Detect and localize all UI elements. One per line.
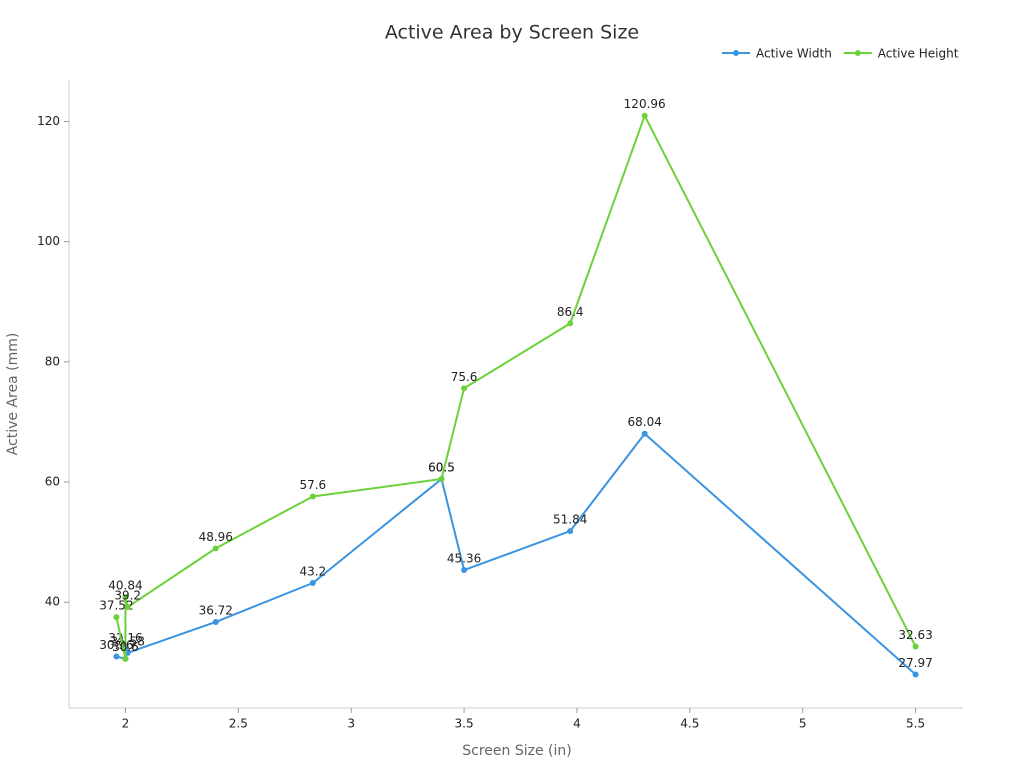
data-label: 86.4 xyxy=(557,305,584,319)
data-label: 39.2 xyxy=(114,589,141,603)
x-tick-label: 4.5 xyxy=(680,717,699,731)
x-tick-label: 2.5 xyxy=(229,717,248,731)
data-label: 68.04 xyxy=(628,415,662,429)
data-label: 48.96 xyxy=(199,530,233,544)
x-axis-label: Screen Size (in) xyxy=(462,743,571,759)
chart-title: Active Area by Screen Size xyxy=(385,22,639,44)
y-tick-label: 100 xyxy=(37,234,60,248)
y-tick-label: 40 xyxy=(45,595,60,609)
y-tick-label: 120 xyxy=(37,114,60,128)
data-label: 30.6 xyxy=(112,640,139,654)
legend-marker xyxy=(733,50,739,56)
data-point xyxy=(641,112,648,119)
y-tick-label: 60 xyxy=(45,475,60,489)
x-tick-label: 5 xyxy=(799,717,807,731)
data-point xyxy=(122,655,129,662)
data-label: 32.63 xyxy=(898,628,932,642)
series-line xyxy=(115,114,917,660)
data-point xyxy=(309,580,316,587)
legend-item: Active Width xyxy=(722,47,832,61)
data-label: 31.58 xyxy=(111,634,145,648)
data-label: 37.52 xyxy=(99,599,133,613)
legend-marker xyxy=(854,50,861,56)
data-point xyxy=(212,545,219,552)
data-label: 40.84 xyxy=(108,579,142,593)
y-axis-label: Active Area (mm) xyxy=(5,333,21,456)
data-label: 75.6 xyxy=(451,370,478,384)
legend-item: Active Height xyxy=(843,47,959,61)
data-label: 120.96 xyxy=(624,97,666,111)
data-point xyxy=(641,430,648,437)
data-label: 45.36 xyxy=(447,552,481,566)
data-point xyxy=(912,643,919,650)
data-label: 36.72 xyxy=(199,603,233,617)
data-point xyxy=(309,493,316,500)
y-tick-label: 80 xyxy=(45,354,60,368)
legend-label: Active Height xyxy=(878,47,959,61)
data-point xyxy=(567,320,574,327)
data-point xyxy=(122,594,129,601)
data-label: 57.6 xyxy=(299,478,326,492)
legend-label: Active Width xyxy=(756,47,832,61)
data-label: 60.5 xyxy=(428,461,455,475)
data-label: 27.97 xyxy=(898,656,932,670)
x-tick-label: 5.5 xyxy=(906,717,925,731)
data-label: 51.84 xyxy=(553,513,587,527)
data-point xyxy=(461,385,468,392)
x-tick-label: 4 xyxy=(573,717,581,731)
data-label: 60.5 xyxy=(428,461,455,475)
x-tick-label: 3 xyxy=(347,717,355,731)
data-point xyxy=(113,614,120,621)
data-point xyxy=(438,476,445,483)
data-point xyxy=(212,618,219,625)
series-line xyxy=(116,432,917,676)
data-label: 43.2 xyxy=(299,565,326,579)
data-point xyxy=(124,604,131,611)
x-tick-label: 3.5 xyxy=(455,717,474,731)
data-point xyxy=(912,671,919,678)
data-point xyxy=(113,653,120,660)
data-point xyxy=(461,567,468,574)
data-point xyxy=(567,528,574,535)
x-tick-label: 2 xyxy=(122,717,130,731)
